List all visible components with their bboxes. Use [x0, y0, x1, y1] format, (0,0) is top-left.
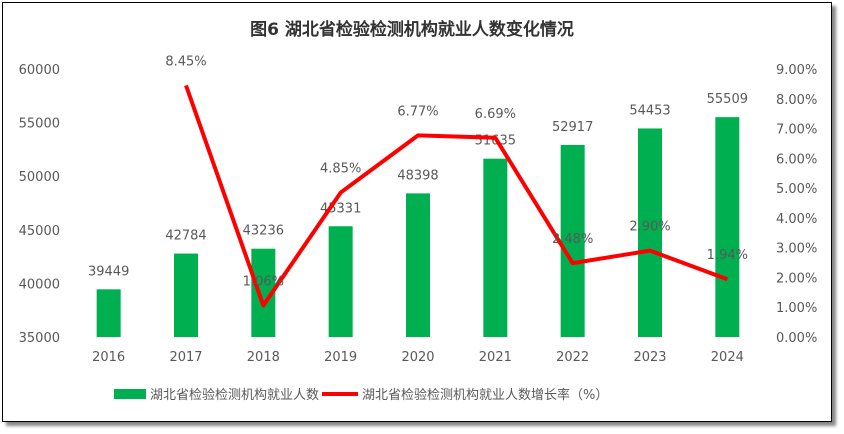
x-tick-label: 2016	[92, 350, 125, 365]
x-tick-label: 2021	[479, 350, 512, 365]
right-tick-label: 5.00%	[776, 182, 817, 197]
right-tick-label: 9.00%	[776, 63, 817, 78]
bar	[174, 253, 198, 337]
right-tick-label: 4.00%	[776, 212, 817, 227]
bar-data-label: 42784	[165, 229, 206, 244]
bar-data-label: 39449	[88, 264, 129, 279]
bar	[560, 144, 585, 337]
x-tick-label: 2020	[401, 350, 434, 365]
bar-data-label: 54453	[629, 103, 670, 118]
x-tick-label: 2018	[247, 350, 280, 365]
right-tick-label: 6.00%	[776, 152, 817, 167]
right-tick-label: 0.00%	[776, 331, 817, 346]
line-data-label: 2.90%	[629, 220, 670, 235]
line-data-label: 4.85%	[320, 162, 361, 177]
line-data-label: 8.45%	[165, 54, 206, 69]
bar-data-label: 55509	[707, 92, 748, 107]
bar-data-label: 52917	[552, 120, 593, 135]
bar	[638, 128, 662, 337]
legend-bar-swatch	[114, 389, 146, 399]
x-tick-label: 2023	[633, 350, 666, 365]
line-data-label: 1.06%	[243, 274, 284, 289]
right-tick-label: 2.00%	[776, 271, 817, 286]
bar	[251, 248, 276, 337]
right-tick-label: 1.00%	[776, 301, 817, 316]
line-data-label: 6.77%	[397, 104, 438, 119]
x-tick-label: 2017	[169, 350, 202, 365]
legend-line-label: 湖北省检验检测机构就业人数增长率（%）	[362, 387, 608, 403]
bar	[96, 289, 121, 337]
chart-title: 图6 湖北省检验检测机构就业人数变化情况	[250, 19, 574, 40]
right-tick-label: 3.00%	[776, 242, 817, 257]
left-tick-label: 50000	[19, 170, 60, 185]
line-data-label: 2.48%	[552, 232, 593, 247]
left-tick-label: 35000	[19, 331, 60, 346]
growth-line	[184, 84, 729, 308]
x-tick-label: 2022	[556, 350, 589, 365]
x-tick-label: 2019	[324, 350, 357, 365]
line-data-label: 6.69%	[475, 107, 516, 122]
right-tick-label: 7.00%	[776, 123, 817, 138]
bar	[483, 158, 508, 337]
bar	[328, 226, 353, 337]
right-tick-label: 8.00%	[776, 93, 817, 108]
left-tick-label: 40000	[19, 277, 60, 292]
left-tick-label: 60000	[19, 63, 60, 78]
left-tick-label: 55000	[19, 117, 60, 132]
left-tick-label: 45000	[19, 224, 60, 239]
x-tick-label: 2024	[711, 350, 744, 365]
bar-data-label: 43236	[243, 224, 284, 239]
bar	[715, 117, 740, 337]
line-data-label: 1.94%	[707, 248, 748, 263]
legend-bar-label: 湖北省检验检测机构就业人数	[150, 387, 319, 403]
bar	[406, 193, 430, 337]
bar-data-label: 48398	[397, 168, 438, 183]
